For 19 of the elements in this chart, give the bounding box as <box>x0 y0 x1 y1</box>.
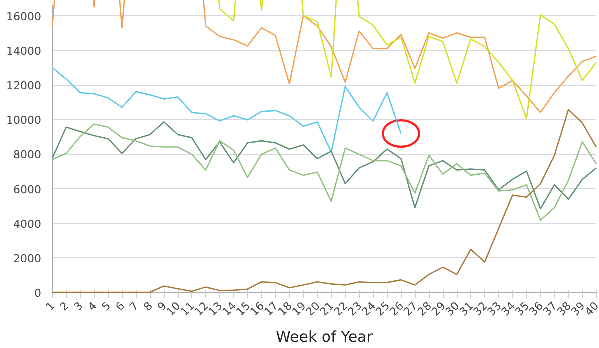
x-axis-title: Week of Year <box>276 328 374 346</box>
y-tick-label: 12000 <box>6 80 42 93</box>
y-tick-label: 8000 <box>14 148 42 162</box>
y-tick-label: 2000 <box>14 252 42 266</box>
x-tick-label: 7 <box>127 300 142 314</box>
x-tick-label: 2 <box>58 300 72 314</box>
x-tick-label: 1 <box>44 300 58 314</box>
x-tick-label: 4 <box>86 300 100 314</box>
y-tick-label: 10000 <box>6 114 42 128</box>
y-tick-label: 4000 <box>14 218 42 231</box>
y-tick-label: 6000 <box>14 183 42 196</box>
x-tick-label: 6 <box>113 300 128 314</box>
y-tick-label: 16000 <box>6 10 42 24</box>
x-tick-label: 3 <box>72 300 86 314</box>
y-tick-label: 0 <box>34 287 42 300</box>
x-tick-label: 8 <box>141 300 156 314</box>
y-tick-label: 14000 <box>6 44 42 58</box>
x-tick-label: 5 <box>99 300 114 314</box>
x-tick-label: 40 <box>582 300 599 319</box>
